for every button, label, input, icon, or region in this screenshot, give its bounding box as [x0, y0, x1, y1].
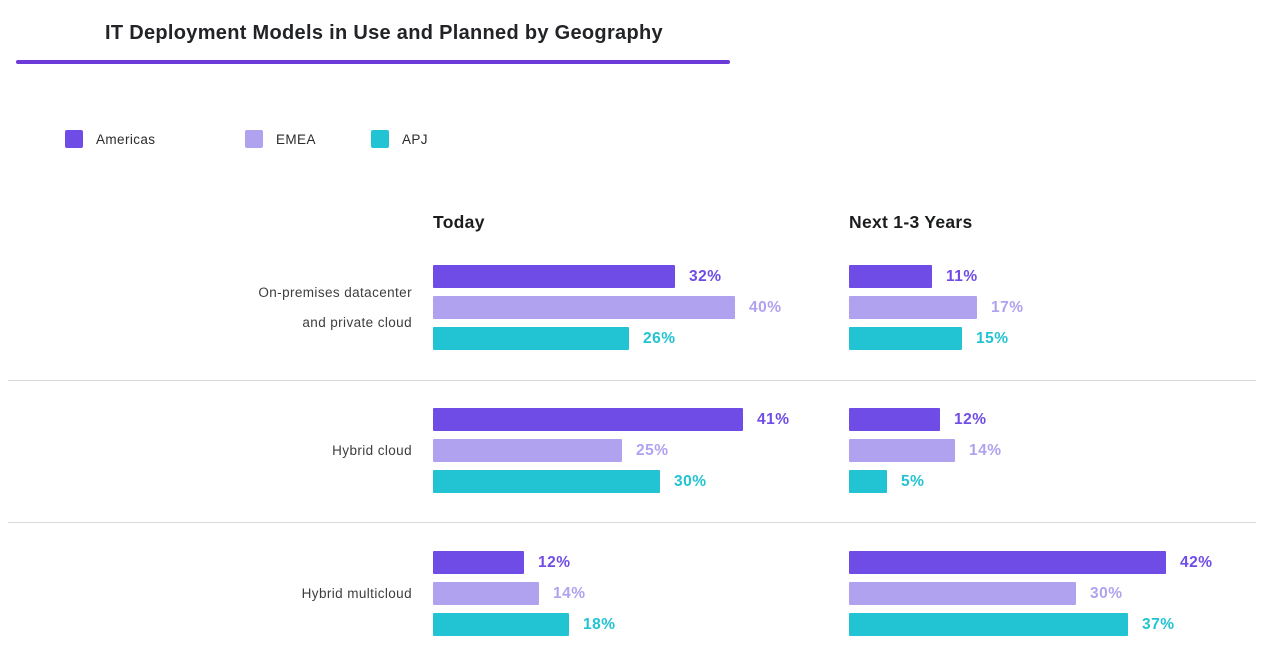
- bar-row: 40%: [433, 296, 782, 319]
- column-header-today: Today: [433, 212, 485, 232]
- bar-emea: [849, 439, 955, 462]
- bar-value-label: 37%: [1142, 615, 1175, 633]
- title-underline: [16, 60, 730, 64]
- bar-apj: [433, 470, 660, 493]
- bar-emea: [433, 296, 735, 319]
- bar-value-label: 12%: [538, 553, 571, 571]
- bars-next: 11% 17% 15%: [849, 265, 1024, 350]
- row-category-label-line: On-premises datacenter: [258, 284, 412, 300]
- chart-title: IT Deployment Models in Use and Planned …: [105, 22, 663, 44]
- row-category-label-line: Hybrid cloud: [332, 442, 412, 458]
- bar-row: 12%: [433, 551, 616, 574]
- bar-value-label: 5%: [901, 472, 925, 490]
- legend-item-apj: APJ: [371, 130, 428, 148]
- bar-americas: [849, 551, 1166, 574]
- bar-row: 42%: [849, 551, 1213, 574]
- bar-row: 30%: [849, 582, 1213, 605]
- bar-americas: [849, 265, 932, 288]
- bar-apj: [433, 327, 629, 350]
- bar-americas: [433, 551, 524, 574]
- bar-value-label: 32%: [689, 267, 722, 285]
- bar-row: 41%: [433, 408, 790, 431]
- bar-value-label: 17%: [991, 298, 1024, 316]
- group-divider: [8, 380, 1256, 381]
- bar-row: 26%: [433, 327, 782, 350]
- column-header-next: Next 1-3 Years: [849, 212, 973, 232]
- group-divider: [8, 522, 1256, 523]
- bar-row: 5%: [849, 470, 1002, 493]
- bar-value-label: 41%: [757, 410, 790, 428]
- row-category-label-line: Hybrid multicloud: [301, 585, 412, 601]
- bar-americas: [433, 408, 743, 431]
- bar-row: 30%: [433, 470, 790, 493]
- bar-apj: [849, 327, 962, 350]
- legend-item-emea: EMEA: [245, 130, 316, 148]
- bar-value-label: 14%: [553, 584, 586, 602]
- bar-emea: [849, 296, 977, 319]
- bar-row: 14%: [433, 582, 616, 605]
- row-category-label: Hybrid multicloud: [0, 551, 412, 636]
- bar-americas: [433, 265, 675, 288]
- bar-value-label: 40%: [749, 298, 782, 316]
- bars-today: 32% 40% 26%: [433, 265, 782, 350]
- bars-next: 42% 30% 37%: [849, 551, 1213, 636]
- legend-swatch-icon: [371, 130, 389, 148]
- legend-label: EMEA: [276, 131, 316, 147]
- bar-value-label: 12%: [954, 410, 987, 428]
- bar-americas: [849, 408, 940, 431]
- legend-label: APJ: [402, 131, 428, 147]
- bar-value-label: 42%: [1180, 553, 1213, 571]
- bar-row: 15%: [849, 327, 1024, 350]
- bar-row: 14%: [849, 439, 1002, 462]
- bar-value-label: 14%: [969, 441, 1002, 459]
- bar-emea: [433, 582, 539, 605]
- bar-row: 17%: [849, 296, 1024, 319]
- row-category-label-line: and private cloud: [302, 314, 412, 330]
- bar-emea: [433, 439, 622, 462]
- bar-row: 18%: [433, 613, 616, 636]
- legend-label: Americas: [96, 131, 156, 147]
- legend-item-americas: Americas: [65, 130, 155, 148]
- bar-value-label: 30%: [1090, 584, 1123, 602]
- row-category-label: Hybrid cloud: [0, 408, 412, 493]
- bar-row: 25%: [433, 439, 790, 462]
- bar-row: 12%: [849, 408, 1002, 431]
- bar-row: 11%: [849, 265, 1024, 288]
- bar-value-label: 11%: [946, 267, 978, 285]
- bar-apj: [849, 470, 887, 493]
- row-category-label: On-premises datacenter and private cloud: [0, 265, 412, 350]
- chart-group: Hybrid cloud 41% 25% 30% 12% 14% 5%: [0, 408, 1280, 493]
- chart-group: Hybrid multicloud 12% 14% 18% 42% 30% 37…: [0, 551, 1280, 636]
- bar-value-label: 30%: [674, 472, 707, 490]
- bars-today: 41% 25% 30%: [433, 408, 790, 493]
- bar-emea: [849, 582, 1076, 605]
- legend-swatch-icon: [245, 130, 263, 148]
- bar-value-label: 18%: [583, 615, 616, 633]
- chart-group: On-premises datacenter and private cloud …: [0, 265, 1280, 350]
- bar-apj: [433, 613, 569, 636]
- legend: Americas EMEA APJ: [0, 130, 1280, 150]
- bar-apj: [849, 613, 1128, 636]
- bar-row: 37%: [849, 613, 1213, 636]
- legend-swatch-icon: [65, 130, 83, 148]
- bars-today: 12% 14% 18%: [433, 551, 616, 636]
- bar-row: 32%: [433, 265, 782, 288]
- bar-value-label: 15%: [976, 329, 1009, 347]
- bars-next: 12% 14% 5%: [849, 408, 1002, 493]
- bar-value-label: 26%: [643, 329, 676, 347]
- bar-value-label: 25%: [636, 441, 669, 459]
